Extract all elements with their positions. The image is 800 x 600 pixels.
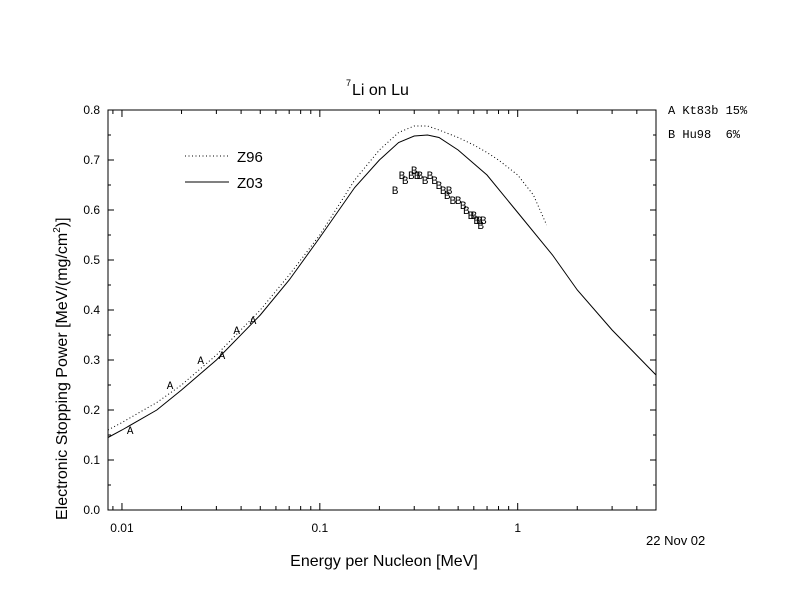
y-tick-label: 0.2 xyxy=(83,403,100,417)
data-marker-b: B xyxy=(473,216,480,228)
y-tick-label: 0.5 xyxy=(83,253,100,267)
y-tick-label: 0.6 xyxy=(83,203,100,217)
data-marker-b: B xyxy=(463,206,470,218)
reference-legend-a: A Kt83b 15% xyxy=(668,104,748,118)
data-marker-b: B xyxy=(477,221,484,233)
x-tick-label: 0.01 xyxy=(110,521,134,535)
data-marker-a: A xyxy=(219,351,226,363)
x-tick-label: 0.1 xyxy=(311,521,328,535)
data-marker-b: B xyxy=(455,196,462,208)
legend-z03-label: Z03 xyxy=(237,175,263,192)
data-marker-b: B xyxy=(431,176,438,188)
y-tick-label: 0.0 xyxy=(83,503,100,517)
data-marker-a: A xyxy=(250,316,257,328)
plot-frame xyxy=(107,109,657,511)
data-marker-b: B xyxy=(402,176,409,188)
data-marker-b: B xyxy=(411,166,418,178)
legend-z96-label: Z96 xyxy=(237,149,263,166)
y-tick-label: 0.1 xyxy=(83,453,100,467)
y-axis-label: Electronic Stopping Power [MeV/(mg/cm2)] xyxy=(52,217,71,520)
x-axis-label: Energy per Nucleon [MeV] xyxy=(290,553,478,570)
x-tick-label: 1 xyxy=(514,521,521,535)
y-axis: 0.0 0.1 0.2 0.3 0.4 0.5 0.6 0.7 0.8 xyxy=(83,103,656,517)
reference-legend: A Kt83b 15% B Hu98 6% xyxy=(668,104,748,142)
data-marker-b: B xyxy=(408,171,415,183)
series-line-z03 xyxy=(107,134,657,438)
series-line-z96 xyxy=(107,125,548,431)
curves xyxy=(107,125,657,438)
data-marker-a: A xyxy=(197,356,204,368)
data-marker-b: B xyxy=(460,201,467,213)
data-marker-a: A xyxy=(127,426,134,438)
data-marker-b: B xyxy=(399,171,406,183)
data-marker-a: A xyxy=(167,381,174,393)
data-marker-b: B xyxy=(427,171,434,183)
data-marker-b: B xyxy=(416,171,423,183)
curve-legend: Z96 Z03 xyxy=(185,149,263,192)
data-marker-b: B xyxy=(468,211,475,223)
x-axis: 0.01 0.1 1 xyxy=(110,110,638,535)
data-marker-b: B xyxy=(446,186,453,198)
reference-legend-b: B Hu98 6% xyxy=(668,128,741,142)
data-marker-b: B xyxy=(414,171,421,183)
data-marker-b: B xyxy=(436,181,443,193)
data-marker-a: A xyxy=(233,326,240,338)
data-marker-b: B xyxy=(422,176,429,188)
chart-title: Li on Lu xyxy=(352,82,409,99)
data-marker-b: B xyxy=(476,216,483,228)
data-marker-b: B xyxy=(392,186,399,198)
data-marker-b: B xyxy=(440,186,447,198)
data-marker-b: B xyxy=(450,196,457,208)
data-marker-b: B xyxy=(480,216,487,228)
data-marker-b: B xyxy=(444,191,451,203)
chart-title-superscript: 7 xyxy=(346,78,351,88)
y-tick-label: 0.8 xyxy=(83,103,100,117)
data-marker-b: B xyxy=(470,211,477,223)
y-axis-label-superscript: 2 xyxy=(52,227,63,233)
date-stamp: 22 Nov 02 xyxy=(646,533,705,548)
y-tick-label: 0.4 xyxy=(83,303,100,317)
y-tick-label: 0.7 xyxy=(83,153,100,167)
y-tick-label: 0.3 xyxy=(83,353,100,367)
